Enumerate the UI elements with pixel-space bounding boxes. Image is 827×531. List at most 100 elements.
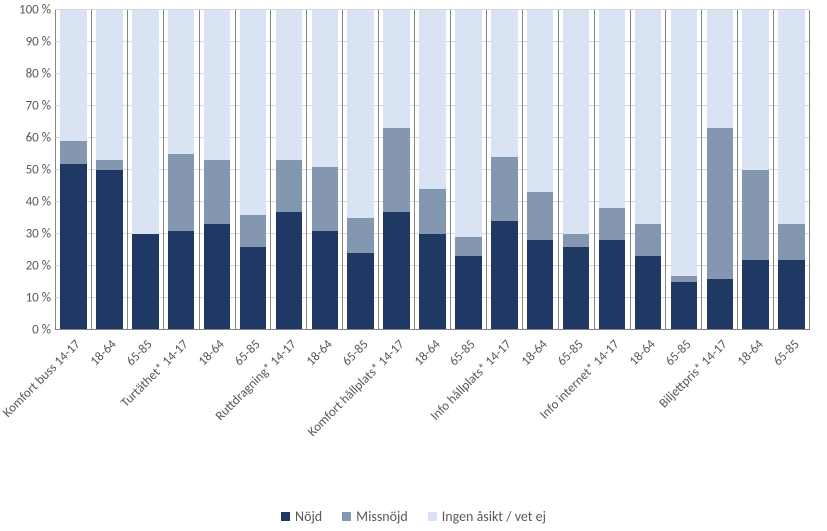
bar-segment-nojd: [491, 221, 518, 330]
bar-slot: [270, 10, 306, 330]
bar-segment-missnojd: [383, 128, 410, 211]
bar-slot: [91, 10, 127, 330]
y-tick-label: 70 %: [3, 99, 51, 114]
bar-segment-missnojd: [599, 208, 626, 240]
bar-stack: [599, 10, 626, 330]
y-tick-label: 50 %: [3, 163, 51, 178]
bar-slot: [55, 10, 91, 330]
bar-segment-missnojd: [60, 141, 87, 163]
bar-segment-missnojd: [742, 170, 769, 260]
bar-segment-nojd: [671, 282, 698, 330]
bar-segment-missnojd: [168, 154, 195, 231]
bar-stack: [742, 10, 769, 330]
bar-segment-missnojd: [419, 189, 446, 234]
bar-segment-missnojd: [455, 237, 482, 256]
bar-stack: [204, 10, 231, 330]
bar-segment-ingen: [312, 10, 339, 167]
bar-segment-ingen: [347, 10, 374, 218]
bar-segment-ingen: [742, 10, 769, 170]
bar-stack: [312, 10, 339, 330]
legend-swatch-icon: [428, 512, 437, 521]
bar-segment-ingen: [635, 10, 662, 224]
legend-label: Ingen åsikt / vet ej: [442, 508, 546, 525]
x-axis-labels: Komfort buss 14-1718-6465-85Turtäthet* 1…: [55, 332, 810, 487]
x-tick-label: 18-64: [87, 337, 119, 369]
stacked-bar-chart: 0 %10 %20 %30 %40 %50 %60 %70 %80 %90 %1…: [0, 0, 827, 531]
x-tick-label: 18-64: [303, 337, 335, 369]
y-tick-label: 90 %: [3, 35, 51, 50]
y-tick-label: 10 %: [3, 291, 51, 306]
bar-slot: [306, 10, 342, 330]
bar-slot: [522, 10, 558, 330]
bar-segment-nojd: [778, 260, 805, 330]
bar-segment-nojd: [563, 247, 590, 330]
bar-segment-ingen: [778, 10, 805, 224]
x-tick-label: 65-85: [447, 337, 479, 369]
bar-segment-missnojd: [563, 234, 590, 247]
bar-segment-ingen: [707, 10, 734, 128]
bar-segment-ingen: [96, 10, 123, 160]
bar-segment-missnojd: [778, 224, 805, 259]
bar-stack: [707, 10, 734, 330]
bar-segment-ingen: [204, 10, 231, 160]
bar-slot: [773, 10, 809, 330]
bar-stack: [132, 10, 159, 330]
bar-segment-missnojd: [96, 160, 123, 170]
x-tick-label: 18-64: [735, 337, 767, 369]
bar-slot: [594, 10, 630, 330]
bar-segment-nojd: [455, 256, 482, 330]
bar-slot: [199, 10, 235, 330]
bar-segment-nojd: [276, 212, 303, 330]
bar-stack: [60, 10, 87, 330]
bar-segment-nojd: [419, 234, 446, 330]
x-tick-label: 65-85: [231, 337, 263, 369]
x-tick-label: 65-85: [339, 337, 371, 369]
bar-segment-nojd: [599, 240, 626, 330]
bar-slot: [701, 10, 737, 330]
bar-slot: [737, 10, 773, 330]
x-tick-label: 18-64: [519, 337, 551, 369]
bar-segment-nojd: [204, 224, 231, 330]
bar-segment-missnojd: [527, 192, 554, 240]
bar-stack: [635, 10, 662, 330]
bar-stack: [527, 10, 554, 330]
legend-label: Nöjd: [295, 508, 322, 525]
legend-swatch-icon: [281, 512, 290, 521]
bar-segment-ingen: [383, 10, 410, 128]
bars-row: [55, 10, 809, 330]
bar-segment-nojd: [96, 170, 123, 330]
bar-segment-missnojd: [707, 128, 734, 278]
bar-segment-ingen: [132, 10, 159, 234]
bar-segment-missnojd: [491, 157, 518, 221]
bar-segment-nojd: [312, 231, 339, 330]
legend-swatch-icon: [342, 512, 351, 521]
bar-slot: [342, 10, 378, 330]
bar-stack: [240, 10, 267, 330]
bar-stack: [455, 10, 482, 330]
bar-segment-missnojd: [276, 160, 303, 211]
bar-segment-ingen: [455, 10, 482, 237]
bar-segment-ingen: [671, 10, 698, 276]
bar-slot: [665, 10, 701, 330]
bar-slot: [414, 10, 450, 330]
bar-segment-missnojd: [240, 215, 267, 247]
y-tick-label: 60 %: [3, 131, 51, 146]
x-tick-label: 18-64: [411, 337, 443, 369]
x-tick-label: 18-64: [195, 337, 227, 369]
bar-segment-nojd: [742, 260, 769, 330]
bar-segment-nojd: [347, 253, 374, 330]
bar-segment-nojd: [132, 234, 159, 330]
bar-stack: [96, 10, 123, 330]
bar-segment-ingen: [240, 10, 267, 215]
bar-stack: [276, 10, 303, 330]
bar-slot: [450, 10, 486, 330]
bar-segment-nojd: [527, 240, 554, 330]
legend-label: Missnöjd: [356, 508, 408, 525]
bar-segment-ingen: [276, 10, 303, 160]
bar-stack: [168, 10, 195, 330]
bar-segment-ingen: [60, 10, 87, 141]
bar-segment-nojd: [635, 256, 662, 330]
legend-item: Nöjd: [281, 508, 322, 525]
bar-segment-missnojd: [312, 167, 339, 231]
bar-segment-nojd: [168, 231, 195, 330]
